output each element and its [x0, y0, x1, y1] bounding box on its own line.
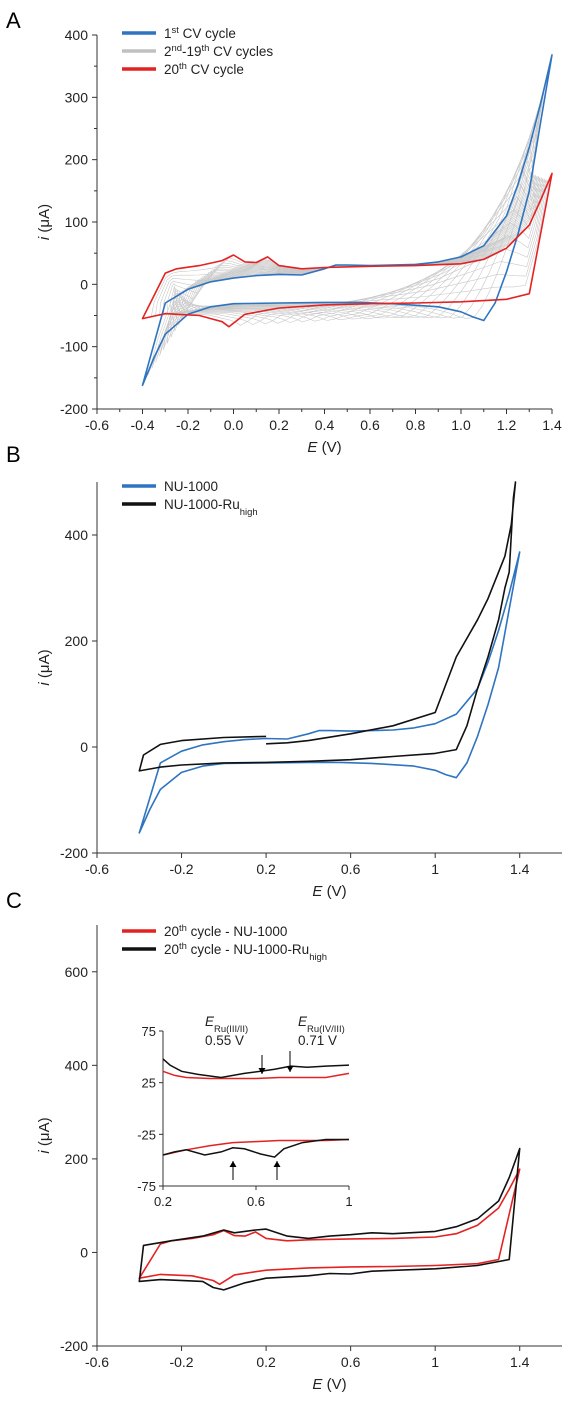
series-line-cycle-13 [172, 176, 541, 322]
y-tick-label: 200 [65, 1151, 89, 1167]
series-line-ru20 [138, 1147, 521, 1291]
x-tick-label: 1.0 [451, 417, 471, 433]
y-axis-label: i (μA) [36, 649, 53, 685]
x-tick-label: 1 [431, 1354, 439, 1370]
x-tick-label: 0.2 [269, 417, 289, 433]
x-tick-label: 1.4 [510, 861, 530, 877]
x-tick-label: 0.6 [341, 861, 361, 877]
y-tick-label: 400 [65, 1057, 89, 1073]
y-tick-label: -100 [60, 339, 88, 355]
inset-annotation-value: 0.71 V [298, 1033, 337, 1048]
y-tick-label: 400 [65, 527, 89, 543]
y-tick-label: 0 [80, 739, 88, 755]
legend-label: 2nd-19th CV cycles [164, 43, 273, 60]
legend-label: NU-1000 [164, 479, 218, 494]
series-line-cycle-11 [172, 175, 538, 321]
x-tick-label: -0.6 [85, 861, 109, 877]
y-tick-label: 300 [65, 89, 89, 105]
inset-annotation-value: 0.55 V [205, 1033, 244, 1048]
arrow-down-icon-head [286, 1066, 294, 1072]
arrow-down-icon-head [258, 1068, 266, 1074]
y-axis-label: i (μA) [36, 1117, 53, 1153]
series-line-cycle-18 [155, 180, 548, 326]
inset-annotation-label: ERu(III/II) [205, 1014, 248, 1035]
series-line-cycle-16 [163, 178, 545, 324]
y-tick-label: 200 [65, 633, 89, 649]
series-line-c20 [141, 172, 553, 328]
x-tick-label: -0.6 [85, 417, 109, 433]
x-tick-label: 0.0 [224, 417, 244, 433]
x-tick-label: -0.2 [169, 1354, 193, 1370]
legend-label: 20th cycle - NU-1000 [164, 923, 287, 940]
legend-label: 1st CV cycle [164, 25, 236, 42]
x-axis-label: E (V) [307, 439, 341, 456]
inset-y-tick-label: 25 [142, 1076, 156, 1091]
series-line-c1 [141, 54, 553, 387]
x-tick-label: 0.2 [256, 1354, 276, 1370]
inset-y-tick-label: 75 [142, 1024, 156, 1039]
x-tick-label: 0.4 [315, 417, 335, 433]
panel-label-b: B [6, 442, 21, 467]
y-tick-label: -200 [60, 1338, 88, 1354]
x-tick-label: 0.6 [360, 417, 380, 433]
inset-x-tick-label: 0.2 [154, 1194, 172, 1209]
y-tick-label: 600 [65, 964, 89, 980]
y-tick-label: 0 [80, 276, 88, 292]
legend-label: 20th CV cycle [164, 61, 244, 78]
x-tick-label: 1.2 [497, 417, 517, 433]
x-tick-label: 0.2 [256, 861, 276, 877]
inset-y-tick-label: -75 [137, 1179, 156, 1194]
legend-label: NU-1000-Ruhigh [164, 497, 258, 518]
y-tick-label: 100 [65, 214, 89, 230]
y-tick-label: -200 [60, 845, 88, 861]
x-tick-label: 1.4 [542, 417, 562, 433]
series-line-cycle-2 [147, 67, 550, 376]
x-tick-label: 0.8 [406, 417, 426, 433]
inset-x-tick-label: 1 [345, 1194, 352, 1209]
inset-annotation-label: ERu(IV/III) [298, 1014, 345, 1035]
series-line-cycle-12 [173, 176, 539, 321]
series-line-cycle-17 [159, 179, 547, 325]
y-tick-label: 200 [65, 152, 89, 168]
x-tick-label: 1 [431, 861, 439, 877]
y-tick-label: -200 [60, 401, 88, 417]
x-tick-label: 0.6 [341, 1354, 361, 1370]
inset-series-upper [162, 1058, 350, 1079]
series-line-cycle-19 [150, 180, 550, 326]
inset-series-upper [162, 1070, 350, 1080]
chart-panel-a: -200 -100 0 100 200 300 400 -0.6 -0.4 -0.2 0.0 0.2 0… [36, 25, 562, 457]
y-axis-label: i (μA) [36, 204, 53, 240]
x-tick-label: -0.4 [130, 417, 154, 433]
inset-series-lower [162, 1138, 349, 1158]
legend-label: 20th cycle - NU-1000-Ruhigh [164, 941, 327, 963]
panel-label-c: C [6, 888, 22, 913]
series-line-nu20 [138, 1168, 521, 1286]
x-axis-label: E (V) [312, 883, 346, 900]
x-tick-label: -0.2 [169, 861, 193, 877]
y-tick-label: 400 [65, 27, 89, 43]
x-tick-label: -0.6 [85, 1354, 109, 1370]
series-line-nu [138, 551, 521, 834]
series-line-ru [138, 481, 517, 772]
inset-y-tick-label: -25 [137, 1127, 156, 1142]
x-tick-label: 1.4 [510, 1354, 530, 1370]
panel-label-a: A [6, 8, 21, 33]
chart-panel-c: -200 0 200 400 600 -0.6 -0.2 0.2 0.6 1 1.4 E (V) i (… [36, 923, 562, 1393]
arrow-up-icon-head [229, 1161, 237, 1167]
series-line-cycle-9 [171, 157, 535, 333]
x-axis-label: E (V) [312, 1376, 346, 1393]
arrow-up-icon-head [273, 1161, 281, 1167]
chart-panel-b: -200 0 200 400 -0.6 -0.2 0.2 0.6 1 1.4 E (V) i (μA)… [36, 479, 562, 900]
inset-x-tick-label: 0.6 [247, 1194, 265, 1209]
y-tick-label: 0 [80, 1244, 88, 1260]
x-tick-label: -0.2 [176, 417, 200, 433]
inset-chart: -75 -25 25 75 0.2 0.6 1 ERu(III/II)0.55 V ERu(IV… [137, 1014, 352, 1209]
